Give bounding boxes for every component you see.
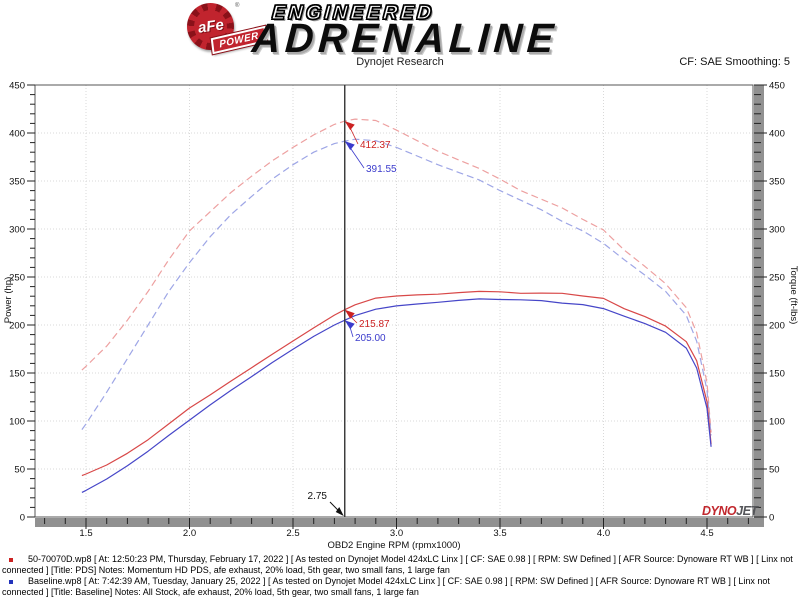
x-tick-label: 3.0 — [390, 528, 403, 539]
legend-entry-run2: Baseline.wp8 [ At: 7:42:39 AM, Tuesday, … — [2, 576, 770, 597]
cursor-arrow-torque-baseline — [344, 141, 355, 151]
plot-frame — [34, 84, 754, 518]
cursor-leader — [349, 315, 358, 324]
y-tick-label-right: 350 — [769, 177, 785, 188]
x-tick-label: 2.0 — [183, 528, 196, 539]
afe-filter-circle-icon: aFe — [187, 3, 234, 50]
y-tick-label-left: 350 — [9, 177, 25, 188]
y-tick-label-right: 150 — [769, 369, 785, 380]
cursor-value-power-baseline: 205.00 — [355, 333, 386, 344]
cursor-arrow-power-pds — [344, 309, 355, 319]
cursor-value-power-pds: 215.87 — [359, 319, 390, 330]
y-tick-label-right: 400 — [769, 129, 785, 140]
y-tick-label-right: 100 — [769, 417, 785, 428]
legend-bullet-run2 — [9, 580, 13, 584]
curve-torque-pds — [81, 118, 712, 433]
y-tick-label-right: 200 — [769, 321, 785, 332]
cursor-leader — [349, 326, 354, 338]
cursor-arrow-torque-pds — [344, 121, 355, 131]
x-tick-label: 4.0 — [597, 528, 610, 539]
dyno-chart: 0 0 50 50 100 100 150 150 200 200 250 250 300 300 350 3… — [3, 81, 799, 552]
cursor-rpm-arrow — [335, 507, 344, 516]
x-axis-bar — [35, 518, 764, 527]
y-axis-title-left: Power (hp) — [3, 277, 14, 323]
x-tick-label: 3.5 — [493, 528, 506, 539]
y-tick-label-left: 400 — [9, 129, 25, 140]
y-tick-label-left: 300 — [9, 225, 25, 236]
legend-entry-run1: 50-70070D.wp8 [ At: 12:50:23 PM, Thursda… — [2, 554, 793, 575]
cursor-leader — [349, 126, 359, 145]
y-axis-title-right: Torque (ft-lbs) — [788, 266, 799, 325]
legend-bullet-run1 — [9, 558, 13, 562]
y-axis-bar — [754, 85, 764, 518]
registered-mark: ® — [235, 3, 240, 9]
smoothing-setting-label: CF: SAE Smoothing: 5 — [679, 56, 790, 68]
x-tick-label: 2.5 — [286, 528, 299, 539]
y-tick-label-right: 450 — [769, 81, 785, 92]
x-tick-label: 1.5 — [79, 528, 92, 539]
cursor-leader — [349, 146, 365, 169]
cursor-value-torque-pds: 412.37 — [360, 140, 391, 151]
y-tick-label-left: 150 — [9, 369, 25, 380]
y-tick-label-left: 250 — [9, 273, 25, 284]
y-tick-label-right: 300 — [769, 225, 785, 236]
afe-badge-text: aFe — [196, 16, 225, 37]
y-tick-label-right: 0 — [769, 513, 774, 524]
y-tick-label-left: 50 — [14, 465, 25, 476]
cursor-value-torque-baseline: 391.55 — [366, 164, 397, 175]
cursor-arrow-power-baseline — [344, 320, 355, 330]
brand-logo: aFe ® POWER ENGINEERED ADRENALINE — [160, 0, 640, 61]
curve-torque-baseline — [81, 138, 712, 436]
chart-title: Dynojet Research — [356, 56, 444, 68]
brand-adrenaline-text: ADRENALINE — [250, 15, 560, 61]
y-tick-label-right: 50 — [769, 465, 780, 476]
curve-power-baseline — [81, 298, 712, 493]
y-tick-label-left: 450 — [9, 81, 25, 92]
curve-power-pds — [81, 290, 712, 477]
y-tick-label-left: 200 — [9, 321, 25, 332]
cursor-rpm-label: 2.75 — [308, 491, 328, 502]
y-tick-label-left: 100 — [9, 417, 25, 428]
x-tick-label: 4.5 — [700, 528, 713, 539]
x-axis-title: OBD2 Engine RPM (rpmx1000) — [327, 540, 460, 551]
y-tick-label-left: 0 — [20, 513, 25, 524]
dynojet-logo: DYNOJET — [702, 504, 759, 518]
y-tick-label-right: 250 — [769, 273, 785, 284]
afe-power-badge-icon: aFe ® POWER — [165, 3, 270, 55]
